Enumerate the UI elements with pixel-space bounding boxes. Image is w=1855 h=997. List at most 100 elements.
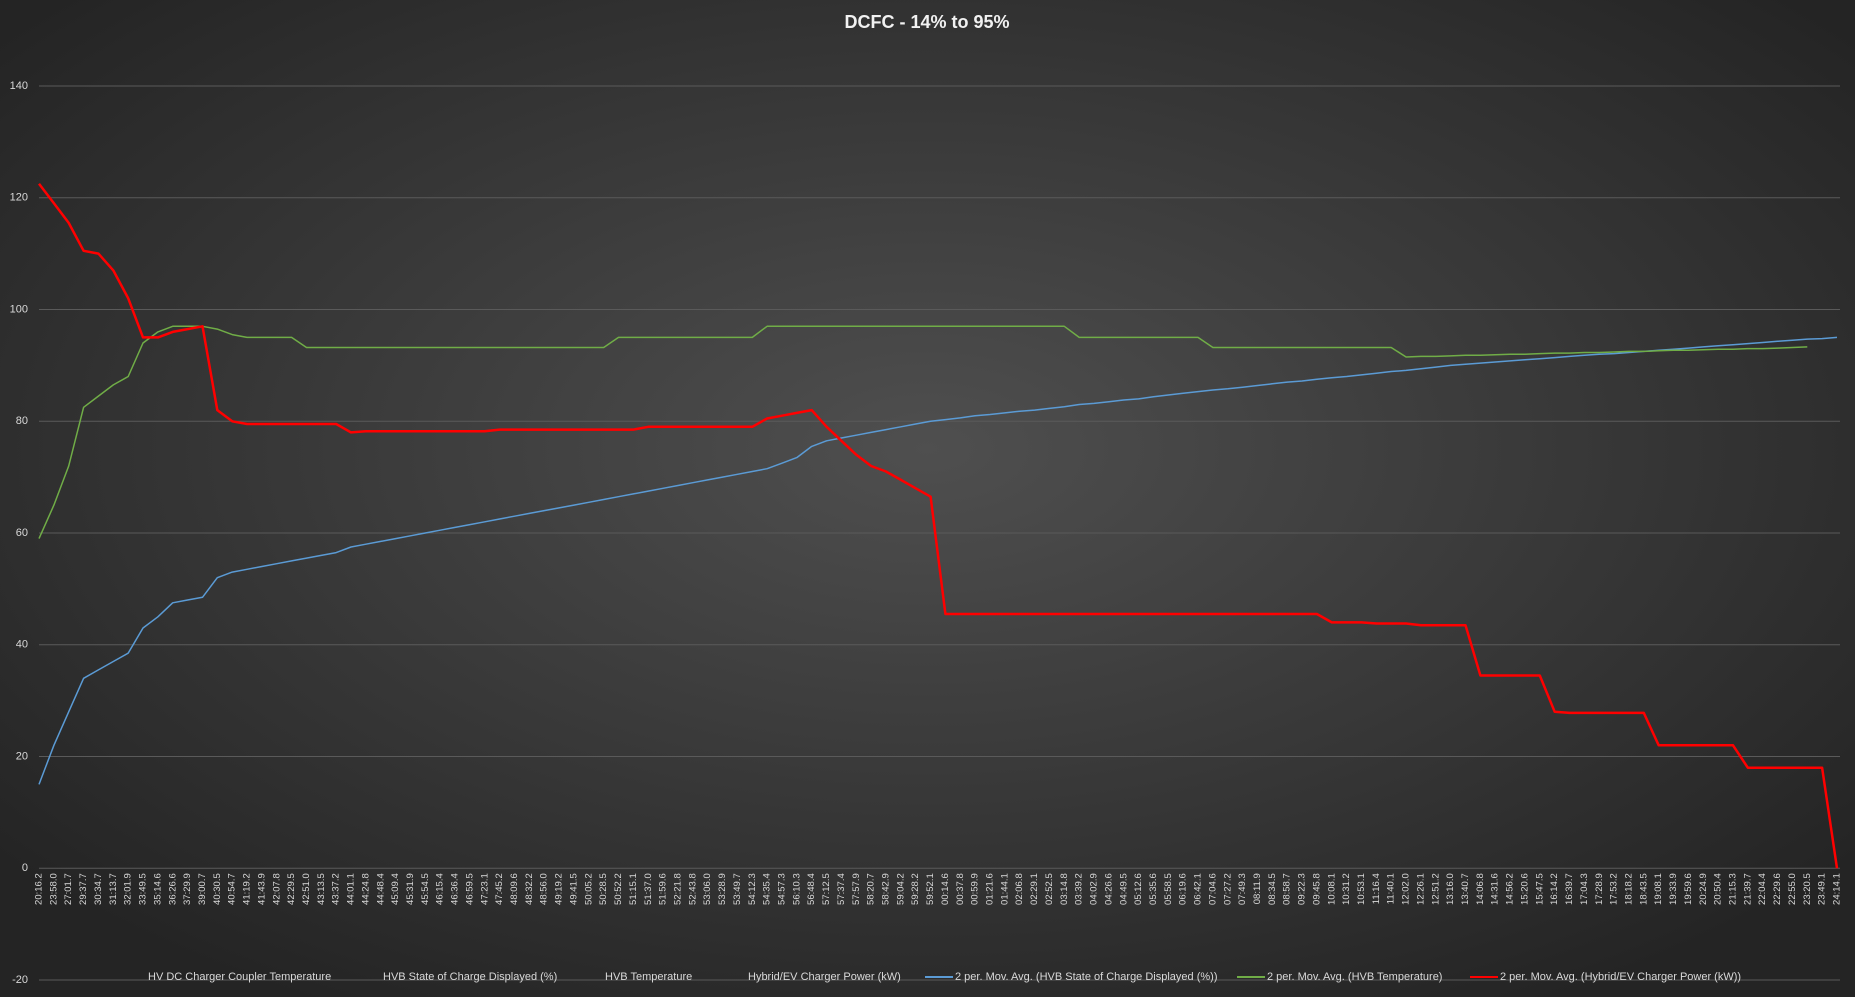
x-tick-label: 52:21.8 — [672, 873, 683, 905]
x-tick-label: 06:19.6 — [1178, 873, 1189, 905]
x-tick-label: 39:00.7 — [197, 873, 208, 905]
x-tick-label: 07:49.3 — [1237, 873, 1248, 905]
x-tick-label: 59:04.2 — [895, 873, 906, 905]
x-tick-label: 22:04.4 — [1757, 873, 1768, 905]
y-tick-label: 60 — [16, 527, 28, 539]
x-tick-label: 02:06.8 — [1014, 873, 1025, 905]
x-tick-label: 54:35.4 — [762, 873, 773, 905]
legend-label: HV DC Charger Coupler Temperature — [148, 971, 331, 983]
x-tick-label: 53:49.7 — [732, 873, 743, 905]
x-tick-label: 36:26.6 — [167, 873, 178, 905]
x-tick-label: 16:39.7 — [1564, 873, 1575, 905]
y-tick-label: 140 — [10, 80, 28, 92]
x-tick-label: 17:28.9 — [1594, 873, 1605, 905]
x-tick-label: 42:51.0 — [301, 873, 312, 905]
x-tick-label: 40:54.7 — [227, 873, 238, 905]
x-tick-label: 47:45.2 — [494, 873, 505, 905]
x-tick-label: 45:31.9 — [405, 873, 416, 905]
x-tick-label: 03:14.8 — [1059, 873, 1070, 905]
x-tick-label: 14:06.8 — [1475, 873, 1486, 905]
x-tick-label: 02:29.1 — [1029, 873, 1040, 905]
x-tick-label: 43:13.5 — [316, 873, 327, 905]
x-tick-label: 10:31.2 — [1341, 873, 1352, 905]
legend-label: HVB Temperature — [605, 971, 692, 983]
x-tick-label: 27:01.7 — [63, 873, 74, 905]
x-tick-label: 00:59.9 — [970, 873, 981, 905]
x-tick-label: 53:06.0 — [702, 873, 713, 905]
x-tick-label: 45:09.4 — [390, 873, 401, 905]
x-tick-label: 54:12.3 — [747, 873, 758, 905]
x-tick-label: 04:49.5 — [1118, 873, 1129, 905]
x-tick-label: 13:16.0 — [1445, 873, 1456, 905]
legend-label: 2 per. Mov. Avg. (HVB State of Charge Di… — [955, 971, 1218, 983]
x-tick-label: 05:58.5 — [1163, 873, 1174, 905]
y-tick-label: 80 — [16, 415, 28, 427]
x-tick-label: 42:29.5 — [286, 873, 297, 905]
x-tick-label: 47:23.1 — [479, 873, 490, 905]
x-tick-label: 45:54.5 — [420, 873, 431, 905]
x-tick-label: 48:09.6 — [509, 873, 520, 905]
series-line — [38, 183, 1839, 869]
x-tick-label: 40:30.5 — [212, 873, 223, 905]
x-tick-label: 46:59.5 — [464, 873, 475, 905]
x-tick-label: 20:16.2 — [34, 873, 45, 905]
y-tick-label: 0 — [22, 862, 28, 874]
legend-label: HVB State of Charge Displayed (%) — [383, 971, 557, 983]
x-tick-label: 54:57.3 — [776, 873, 787, 905]
x-tick-label: 37:29.9 — [182, 873, 193, 905]
x-tick-label: 22:29.6 — [1772, 873, 1783, 905]
x-tick-label: 17:53.2 — [1609, 873, 1620, 905]
x-tick-label: 44:48.4 — [375, 873, 386, 905]
x-tick-label: 21:39.7 — [1742, 873, 1753, 905]
x-tick-label: 57:57.9 — [851, 873, 862, 905]
x-tick-label: 07:27.2 — [1222, 873, 1233, 905]
x-tick-label: 07:04.6 — [1207, 873, 1218, 905]
x-tick-label: 17:04.3 — [1579, 873, 1590, 905]
x-tick-label: 46:36.4 — [450, 873, 461, 905]
x-tick-label: 21:15.3 — [1727, 873, 1738, 905]
series-line — [38, 336, 1838, 785]
x-tick-label: 10:53.1 — [1356, 873, 1367, 905]
x-tick-label: 19:08.1 — [1653, 873, 1664, 905]
x-tick-label: 29:37.7 — [78, 873, 89, 905]
x-tick-label: 51:59.6 — [658, 873, 669, 905]
x-tick-label: 15:20.6 — [1519, 873, 1530, 905]
x-tick-label: 46:15.4 — [435, 873, 446, 905]
x-tick-label: 12:51.2 — [1430, 873, 1441, 905]
x-tick-label: 31:13.7 — [108, 873, 119, 905]
x-tick-label: 06:42.1 — [1193, 873, 1204, 905]
y-tick-label: 100 — [10, 303, 28, 315]
x-tick-label: 23:49.1 — [1817, 873, 1828, 905]
y-tick-label: 120 — [10, 192, 28, 204]
x-tick-label: 57:12.5 — [821, 873, 832, 905]
x-tick-label: 04:02.9 — [1089, 873, 1100, 905]
series-line — [38, 325, 1808, 539]
x-tick-label: 03:39.2 — [1074, 873, 1085, 905]
x-tick-label: 35:14.6 — [152, 873, 163, 905]
x-tick-label: 49:19.2 — [554, 873, 565, 905]
x-tick-label: 11:16.4 — [1371, 873, 1382, 904]
x-tick-label: 19:59.6 — [1683, 873, 1694, 905]
y-tick-label: 40 — [16, 639, 28, 651]
x-tick-label: 14:31.6 — [1490, 873, 1501, 905]
x-tick-label: 00:14.6 — [940, 873, 951, 905]
x-tick-label: 59:28.2 — [910, 873, 921, 905]
legend-label: 2 per. Mov. Avg. (Hybrid/EV Charger Powe… — [1500, 971, 1741, 983]
x-tick-label: 10:08.1 — [1326, 873, 1337, 905]
x-tick-label: 56:10.3 — [791, 873, 802, 905]
x-tick-label: 44:01.1 — [346, 873, 357, 905]
x-tick-label: 04:26.6 — [1103, 873, 1114, 905]
x-tick-label: 11:40.1 — [1386, 873, 1397, 904]
x-tick-label: 02:52.5 — [1044, 873, 1055, 905]
x-tick-label: 01:21.6 — [985, 873, 996, 905]
legend-label: Hybrid/EV Charger Power (kW) — [748, 971, 901, 983]
x-tick-label: 44:24.8 — [360, 873, 371, 905]
x-tick-label: 33:49.5 — [138, 873, 149, 905]
x-tick-label: 49:41.5 — [568, 873, 579, 905]
x-tick-label: 24:14.1 — [1832, 873, 1843, 905]
x-tick-label: 00:37.8 — [955, 873, 966, 905]
x-tick-label: 16:14.2 — [1549, 873, 1560, 905]
x-tick-label: 56:48.4 — [806, 873, 817, 905]
x-tick-label: 23:58.0 — [48, 873, 59, 905]
x-tick-label: 59:52.1 — [925, 873, 936, 905]
